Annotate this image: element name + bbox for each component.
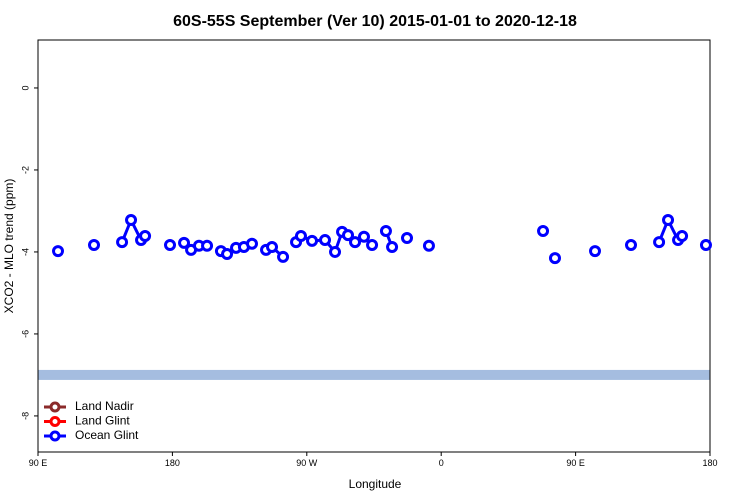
data-point: [653, 236, 666, 249]
data-point: [589, 245, 602, 258]
data-point: [88, 238, 100, 251]
data-point: [329, 245, 342, 258]
x-tick-label: 0: [439, 458, 444, 468]
x-axis-label: Longitude: [349, 477, 402, 491]
data-point: [548, 252, 561, 265]
legend-marker: [49, 416, 61, 427]
legend-marker: [49, 430, 61, 442]
data-point: [366, 238, 379, 251]
data-point: [245, 237, 258, 250]
y-tick-label: 0: [20, 85, 30, 90]
legend-label: Ocean Glint: [75, 428, 139, 442]
data-point: [379, 225, 392, 238]
data-point: [178, 236, 191, 249]
legend-label: Land Nadir: [75, 399, 134, 413]
x-tick-label: 180: [165, 458, 180, 468]
data-point: [306, 234, 319, 247]
data-point: [342, 229, 355, 242]
data-point: [125, 213, 138, 226]
y-tick-label: -6: [20, 330, 30, 338]
data-point: [699, 238, 712, 251]
data-point: [401, 232, 414, 245]
legend-label: Land Glint: [75, 414, 130, 428]
data-point: [221, 247, 234, 260]
x-tick-label: 180: [702, 458, 717, 468]
data-point: [357, 230, 370, 243]
y-tick-label: -4: [20, 248, 30, 256]
data-point: [294, 229, 307, 242]
data-point: [349, 236, 362, 249]
x-tick-label: 90 E: [566, 458, 585, 468]
data-point: [164, 238, 177, 251]
data-point: [319, 234, 332, 247]
data-point: [676, 229, 689, 242]
data-point: [266, 241, 279, 254]
data-point: [52, 245, 65, 258]
y-tick-label: -2: [20, 166, 30, 174]
data-point: [277, 250, 290, 263]
chart-title: 60S-55S September (Ver 10) 2015-01-01 to…: [173, 13, 577, 30]
data-point: [386, 241, 399, 254]
data-point: [422, 239, 435, 252]
legend-marker: [49, 401, 61, 413]
y-axis-label: XCO2 - MLO trend (ppm): [2, 179, 16, 314]
data-point: [662, 213, 675, 226]
data-point: [139, 229, 152, 242]
data-point: [625, 238, 638, 251]
reference-band: [38, 369, 710, 380]
series-line: [122, 220, 706, 257]
x-tick-label: 90 E: [29, 458, 48, 468]
data-point: [537, 225, 550, 238]
data-point: [201, 239, 214, 252]
data-point: [116, 236, 129, 249]
y-tick-label: -8: [20, 412, 30, 420]
x-tick-label: 90 W: [296, 458, 318, 468]
